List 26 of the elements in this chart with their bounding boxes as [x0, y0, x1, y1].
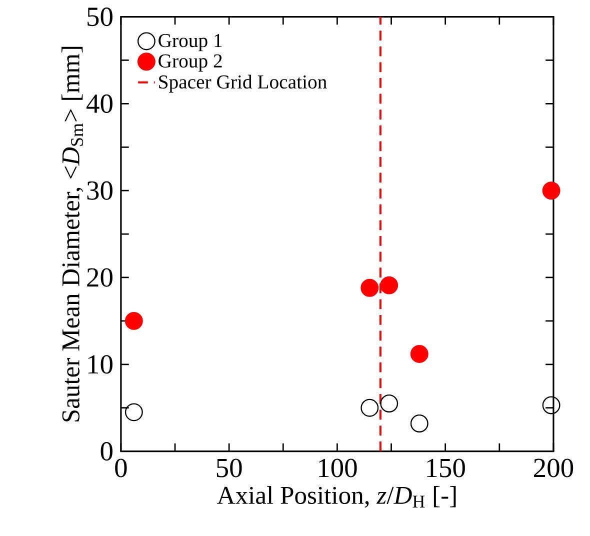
point — [542, 182, 560, 200]
y-tick-label: 10 — [88, 355, 112, 374]
point — [380, 276, 398, 294]
x-tick-label: 100 — [318, 458, 357, 478]
point — [410, 344, 428, 363]
legend-label: Group 2 — [158, 54, 222, 72]
point — [124, 403, 143, 422]
point — [124, 312, 143, 330]
x-axis-title: Axial Position, z/D$_{H}$ [-] — [217, 486, 456, 508]
point — [360, 278, 379, 297]
point — [542, 396, 560, 414]
point — [380, 394, 398, 412]
legend-label: Group 1 — [158, 34, 222, 52]
point — [360, 398, 379, 417]
y-tick-label: 20 — [87, 268, 112, 287]
y-axis-title: Sauter Mean Diameter, <D$_{Sm}$> [mm] — [61, 46, 84, 422]
y-tick-label: 0 — [100, 442, 112, 460]
point — [410, 414, 428, 432]
y-tick-label: 30 — [87, 181, 112, 200]
x-tick-label: 200 — [534, 458, 574, 478]
y-tick-label: 50 — [88, 7, 112, 26]
x-tick-label: 50 — [216, 458, 242, 478]
ref-line-label: Spacer Grid Location — [159, 74, 327, 93]
x-tick-label: 0 — [115, 458, 127, 478]
x-tick-label: 150 — [427, 458, 465, 478]
y-tick-label: 40 — [86, 94, 112, 113]
